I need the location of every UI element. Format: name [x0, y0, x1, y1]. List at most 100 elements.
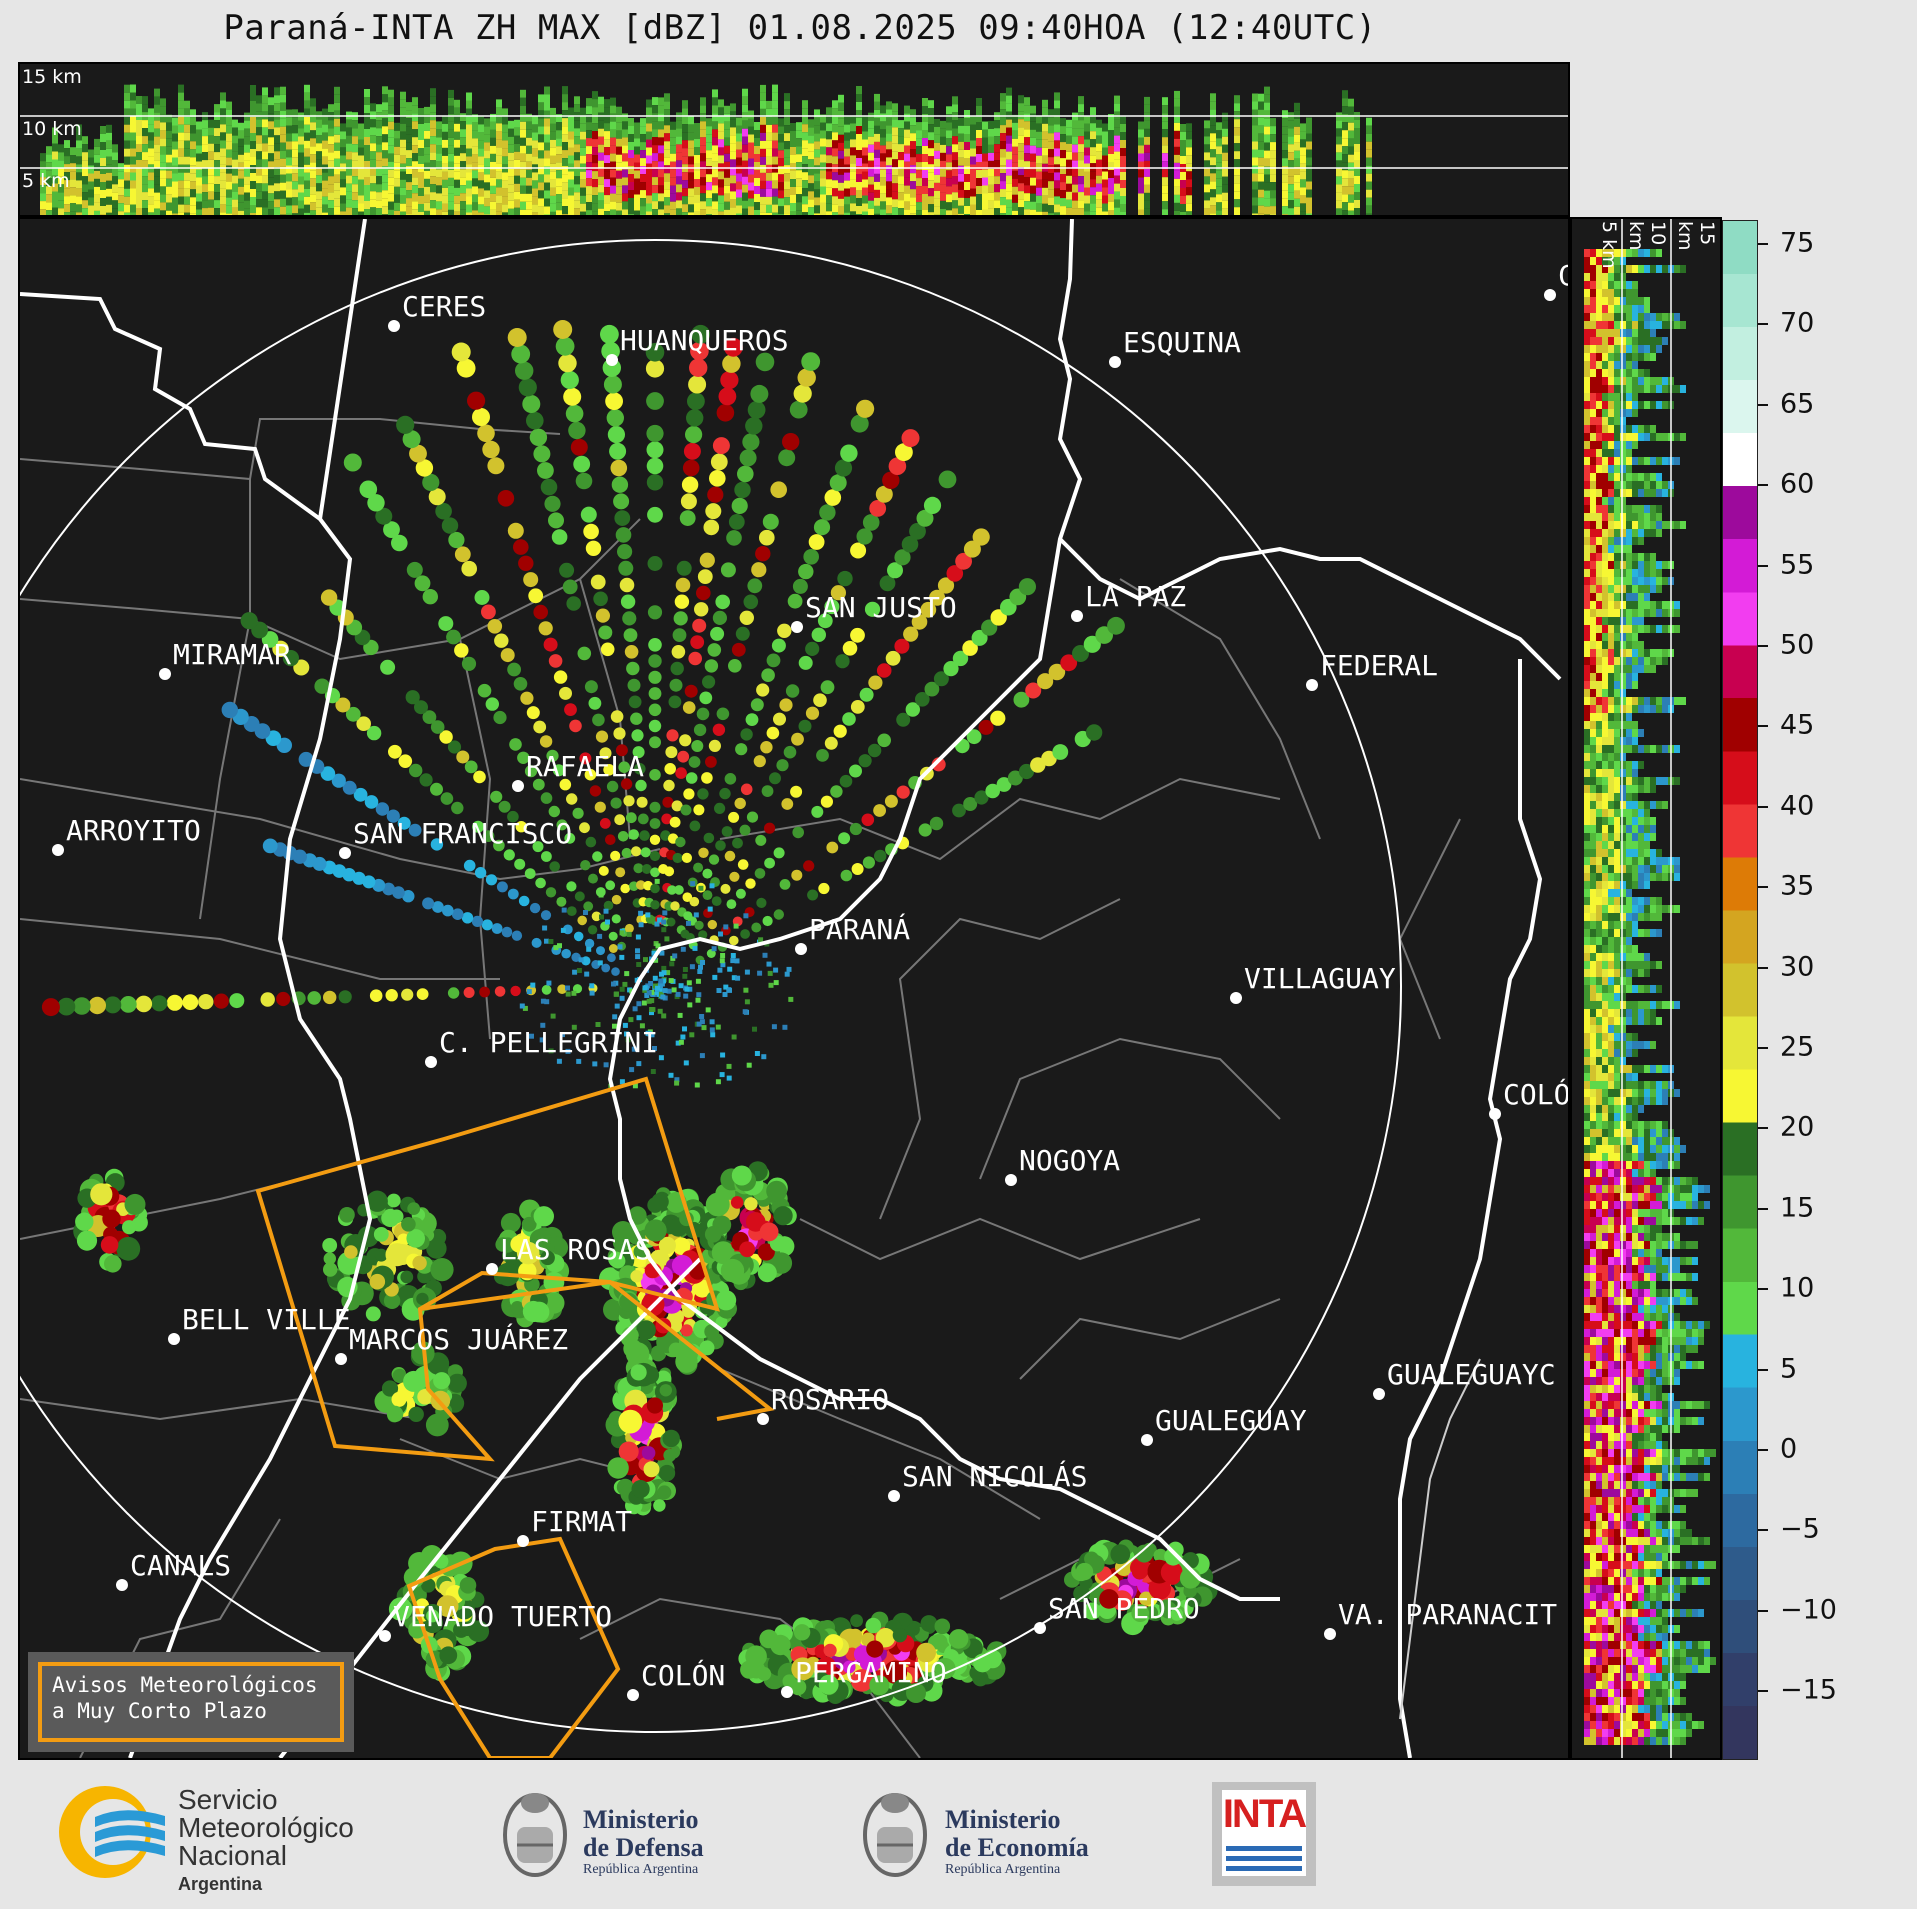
xsec-cell — [262, 199, 268, 208]
xsec-cell — [880, 129, 886, 138]
city-marker[interactable]: SAN PEDRO — [1034, 1592, 1200, 1634]
city-marker[interactable]: LAS ROSAS — [486, 1233, 652, 1275]
xsec-cell — [634, 202, 640, 211]
xsec-cell — [1602, 289, 1608, 297]
xsec-cell — [142, 96, 148, 105]
xsec-cell — [1048, 165, 1054, 174]
xsec-cell — [880, 201, 886, 210]
city-marker[interactable]: GUALEGUAY — [1141, 1404, 1307, 1446]
xsec-cell — [136, 208, 142, 216]
xsec-cell — [154, 120, 160, 129]
xsec-cell — [634, 138, 640, 147]
echo-cell — [612, 1023, 617, 1029]
xsec-cell — [154, 96, 160, 105]
xsec-cell — [106, 132, 112, 141]
echo-cell — [696, 992, 702, 998]
echo-cell — [550, 1013, 556, 1019]
xsec-cell — [274, 183, 280, 192]
xsec-cell — [508, 208, 514, 217]
xsec-cell — [664, 157, 670, 166]
city-marker[interactable]: VILLAGUAY — [1230, 962, 1396, 1004]
echo-cell — [757, 970, 763, 976]
xsec-cell — [898, 168, 904, 177]
xsec-cell — [682, 180, 688, 189]
xsec-cell — [1222, 192, 1228, 201]
city-marker[interactable]: VA. PARANACIT — [1324, 1598, 1557, 1640]
city-marker[interactable]: LA PAZ — [1071, 580, 1186, 622]
city-marker[interactable]: NOGOYA — [1005, 1144, 1120, 1186]
xsec-cell — [112, 168, 118, 177]
xsec-cell — [832, 204, 838, 213]
city-marker[interactable]: SAN NICOLÁS — [888, 1459, 1087, 1502]
city-marker[interactable]: COLÓN — [627, 1658, 725, 1701]
xsec-cell — [802, 204, 808, 213]
xsec-cell — [946, 186, 952, 195]
xsec-cell — [610, 193, 616, 202]
echo-cell — [649, 1007, 655, 1012]
city-marker[interactable]: MARCOS JUÁREZ — [335, 1322, 568, 1365]
echo-cell — [447, 987, 460, 999]
xsec-cell — [706, 126, 712, 135]
echo-cell — [692, 945, 698, 951]
xsec-cell — [1270, 142, 1276, 151]
xsec-cell — [976, 130, 982, 138]
city-marker[interactable]: ROSARIO — [757, 1383, 889, 1425]
echo-cell — [702, 675, 716, 689]
city-marker[interactable]: GUALEGUAYC — [1373, 1358, 1556, 1400]
xsec-cell — [574, 152, 580, 161]
xsec-cell — [1024, 153, 1030, 162]
xsec-cell — [124, 212, 130, 221]
xsec-cell — [430, 152, 436, 161]
xsec-cell — [520, 129, 526, 138]
echo-cell — [439, 1646, 458, 1665]
city-marker[interactable]: CANALS — [116, 1549, 231, 1591]
xsec-cell — [1102, 195, 1108, 204]
xsec-cell — [214, 136, 220, 145]
city-marker[interactable]: C. PELLEGRINI — [425, 1026, 658, 1068]
echo-cell — [544, 938, 549, 944]
city-marker[interactable]: BELL VILLE — [168, 1303, 351, 1345]
xsec-cell — [412, 97, 418, 106]
city-marker[interactable]: SAN FRANCISCO — [339, 817, 572, 859]
xsec-cell — [244, 168, 250, 177]
echo-cell — [920, 1615, 938, 1632]
xsec-cell — [412, 145, 418, 154]
xsec-cell — [442, 155, 448, 164]
xsec-cell — [106, 156, 112, 165]
city-marker[interactable]: FIRMAT — [517, 1505, 632, 1547]
xsec-cell — [340, 147, 346, 156]
xsec-cell — [334, 126, 340, 135]
xsec-cell — [310, 186, 316, 195]
xsec-cell — [832, 156, 838, 165]
city-marker[interactable]: PERGAMINO — [781, 1656, 947, 1698]
xsec-cell — [1078, 168, 1084, 177]
city-marker[interactable]: FEDERAL — [1306, 649, 1438, 691]
xsec-cell — [868, 144, 874, 153]
xsec-cell — [352, 144, 358, 153]
city-marker[interactable]: RAFAELA — [512, 750, 644, 792]
xsec-cell — [610, 137, 616, 146]
xsec-cell — [112, 160, 118, 169]
echo-cell — [481, 919, 493, 931]
city-marker[interactable]: ESQUINA — [1109, 326, 1241, 368]
city-marker[interactable]: HUANQUEROS — [606, 324, 789, 366]
xsec-cell — [268, 177, 274, 186]
echo-cell — [757, 1243, 775, 1261]
xsec-cell — [958, 157, 964, 166]
city-marker[interactable]: CU — [1544, 259, 1592, 301]
xsec-cell — [46, 178, 52, 187]
city-marker[interactable]: ARROYITO — [52, 814, 201, 856]
city-marker[interactable]: CERES — [388, 290, 486, 332]
xsec-cell — [640, 158, 646, 167]
xsec-cell — [664, 189, 670, 198]
xsec-cell — [1180, 204, 1186, 212]
city-marker[interactable]: VENADO TUERTO — [379, 1600, 612, 1642]
city-marker[interactable]: PARANÁ — [795, 912, 910, 955]
xsec-cell — [1342, 146, 1348, 155]
xsec-cell — [1614, 289, 1620, 297]
xsec-cell — [424, 194, 430, 203]
city-marker[interactable]: SAN JUSTO — [791, 591, 957, 633]
city-marker[interactable]: MIRAMAR — [159, 638, 291, 680]
city-marker[interactable]: COLÓ — [1489, 1077, 1570, 1120]
province-borders — [19, 218, 1562, 1760]
